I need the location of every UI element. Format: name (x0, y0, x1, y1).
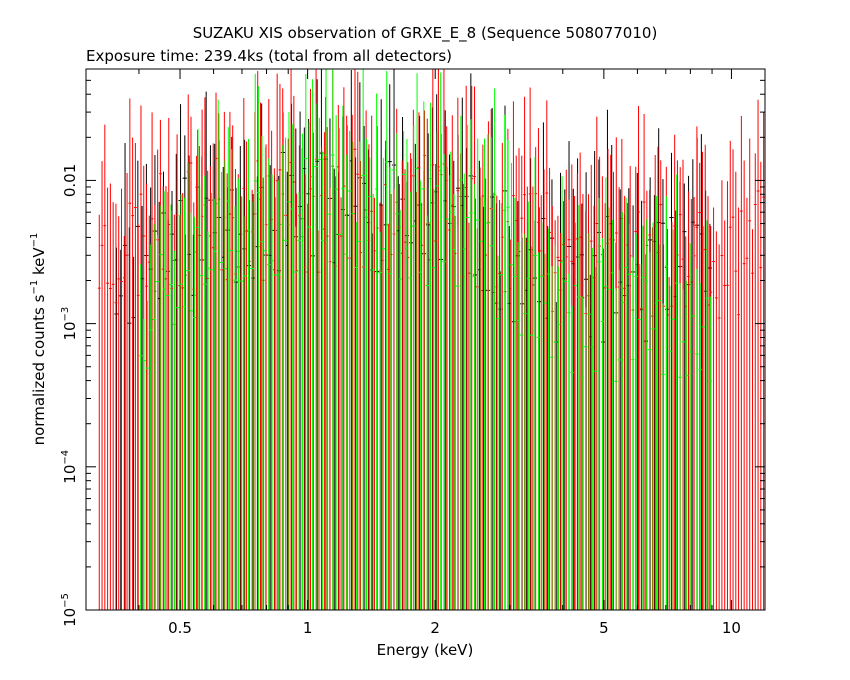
x-tick-label: 1 (303, 619, 313, 637)
chart-title: SUZAKU XIS observation of GRXE_E_8 (Sequ… (193, 24, 658, 43)
x-tick-label: 5 (599, 619, 609, 637)
ticks-layer: 0.5 1 2 5 10 0.01 10−3 10−4 10−5 (60, 68, 765, 637)
y-tick-label: 10−5 (60, 593, 79, 627)
x-axis-label: Energy (keV) (377, 641, 474, 659)
spectrum-series-2 (138, 69, 713, 610)
chart-subtitle: Exposure time: 239.4ks (total from all d… (86, 47, 452, 65)
y-tick-label: 0.01 (61, 164, 79, 197)
y-tick-label: 10−4 (60, 450, 79, 484)
x-tick-label: 2 (430, 619, 440, 637)
y-tick-label: 10−3 (60, 307, 79, 341)
plot-frame (85, 68, 766, 611)
x-tick-label: 10 (722, 619, 741, 637)
y-axis-label: normalized counts s−1 keV−1 (29, 233, 48, 446)
series-layer (97, 69, 765, 610)
x-tick-label: 0.5 (168, 619, 192, 637)
